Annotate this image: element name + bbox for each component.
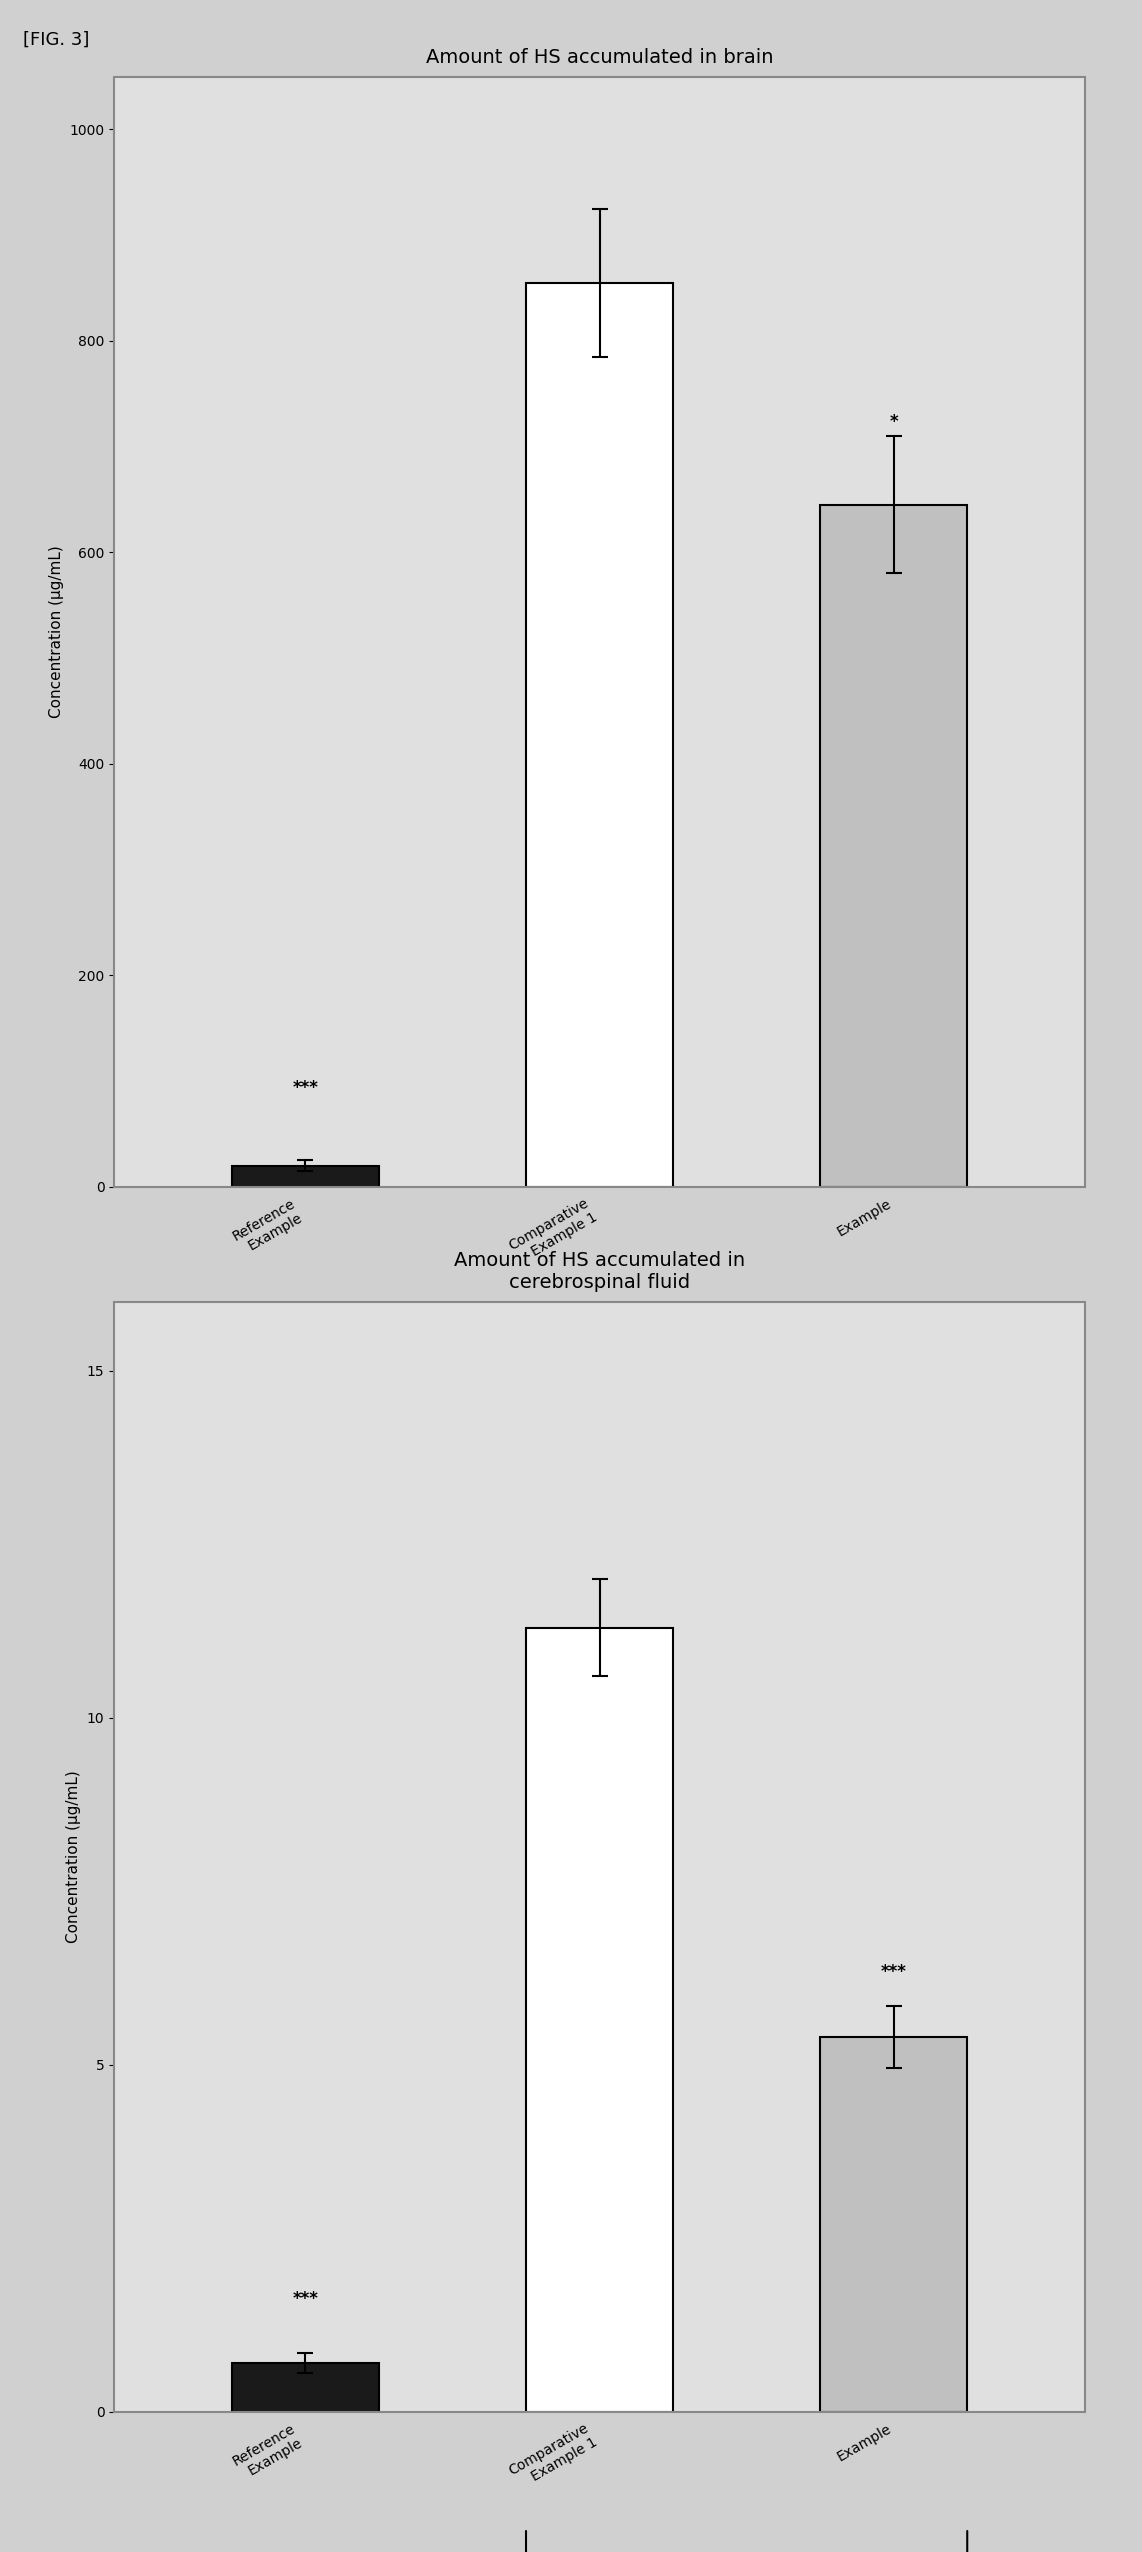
Text: IDS KO mice: IDS KO mice: [700, 1409, 794, 1424]
Bar: [820, 2036, 967, 2412]
Text: [FIG. 3]: [FIG. 3]: [23, 31, 89, 48]
Bar: [232, 1166, 379, 1187]
Text: ***: ***: [292, 1079, 319, 1097]
Title: Amount of HS accumulated in brain: Amount of HS accumulated in brain: [426, 48, 773, 66]
Bar: [820, 505, 967, 1187]
Bar: [114, 1302, 1085, 2412]
Title: Amount of HS accumulated in
cerebrospinal fluid: Amount of HS accumulated in cerebrospina…: [455, 1250, 745, 1291]
Text: ***: ***: [292, 2289, 319, 2307]
Text: ***: ***: [880, 1962, 907, 1980]
Y-axis label: Concentration (μg/mL): Concentration (μg/mL): [49, 546, 64, 717]
Bar: [526, 283, 673, 1187]
Bar: [114, 77, 1085, 1187]
Bar: [526, 1628, 673, 2412]
Bar: [232, 2363, 379, 2412]
Text: *: *: [890, 413, 898, 431]
Y-axis label: Concentration (μg/mL): Concentration (μg/mL): [66, 1771, 81, 1942]
